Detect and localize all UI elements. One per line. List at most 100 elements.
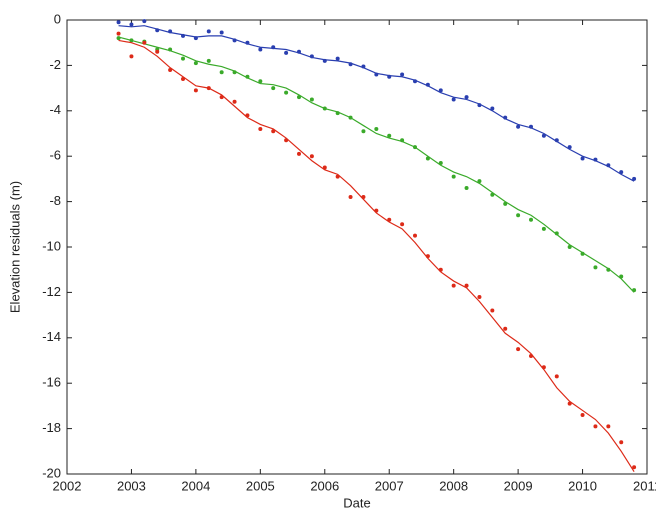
data-point — [181, 77, 185, 82]
x-tick-label: 2005 — [246, 478, 275, 493]
data-point — [554, 231, 559, 236]
data-point — [116, 31, 121, 36]
data-point — [322, 58, 327, 63]
y-tick-label: -10 — [42, 238, 61, 253]
fit-line — [118, 36, 635, 293]
data-point — [232, 99, 237, 104]
data-point — [284, 90, 289, 95]
x-tick-label: 2009 — [504, 478, 533, 493]
data-point — [606, 163, 611, 168]
data-point — [168, 29, 173, 34]
data-point — [297, 95, 301, 100]
y-tick-label: -2 — [49, 57, 61, 72]
data-point — [413, 79, 417, 84]
data-point — [580, 251, 585, 256]
data-point — [451, 283, 456, 288]
data-point — [387, 74, 392, 79]
data-point — [425, 156, 430, 161]
data-point — [348, 115, 353, 120]
data-point — [322, 106, 327, 111]
data-point — [606, 424, 611, 429]
data-point — [129, 54, 134, 59]
data-point — [516, 124, 521, 129]
data-point — [438, 88, 443, 93]
data-point — [206, 29, 211, 34]
x-axis-label: Date — [343, 495, 370, 510]
data-point — [490, 308, 495, 313]
y-tick-label: -14 — [42, 329, 61, 344]
data-point — [516, 347, 521, 352]
fit-line — [118, 25, 635, 182]
data-point — [464, 283, 469, 288]
data-point — [632, 465, 637, 470]
data-point — [284, 50, 289, 55]
data-point — [477, 179, 482, 184]
data-point — [116, 36, 121, 41]
x-tick-label: 2004 — [181, 478, 210, 493]
fit-line — [118, 39, 635, 473]
data-point — [129, 22, 134, 27]
data-point — [541, 133, 546, 138]
y-tick-label: -6 — [49, 148, 61, 163]
y-axis-label: Elevation residuals (m) — [7, 181, 22, 313]
plot-frame — [66, 19, 648, 475]
data-point — [632, 288, 637, 293]
data-point — [348, 195, 353, 200]
data-point — [425, 254, 430, 259]
data-point — [567, 145, 572, 150]
data-point — [297, 151, 301, 156]
x-tick-label: 2008 — [439, 478, 468, 493]
data-point — [438, 267, 443, 272]
data-point — [142, 19, 147, 24]
data-point — [464, 95, 469, 100]
x-tick-label: 2010 — [568, 478, 597, 493]
x-tick-label: 2003 — [117, 478, 146, 493]
data-point — [503, 115, 508, 120]
data-point — [258, 79, 263, 84]
data-point — [168, 47, 173, 52]
data-point — [503, 201, 508, 206]
data-point — [193, 61, 198, 66]
data-point — [477, 294, 482, 299]
data-point — [206, 86, 211, 91]
data-point — [580, 412, 585, 417]
data-point — [361, 64, 366, 69]
data-point — [387, 133, 392, 138]
data-point — [425, 82, 430, 87]
data-point — [142, 40, 147, 45]
data-point — [168, 67, 173, 72]
data-point — [567, 401, 572, 406]
data-point — [309, 154, 314, 159]
y-tick-label: -8 — [49, 193, 61, 208]
data-point — [348, 62, 353, 67]
data-point — [516, 213, 521, 218]
y-tick-label: -4 — [49, 102, 61, 117]
data-point — [181, 33, 185, 38]
data-point — [400, 138, 405, 143]
data-point — [632, 176, 637, 181]
data-point — [619, 274, 624, 279]
x-tick-label: 2011 — [633, 478, 656, 493]
data-point — [245, 40, 250, 45]
data-point — [580, 156, 585, 161]
y-tick-label: -18 — [42, 420, 61, 435]
x-tick-label: 2002 — [53, 478, 82, 493]
data-point — [619, 170, 624, 175]
data-point — [309, 54, 314, 59]
data-point — [554, 374, 559, 379]
data-point — [374, 72, 379, 77]
data-point — [232, 38, 237, 43]
data-point — [219, 70, 224, 75]
y-tick-label: -16 — [42, 375, 61, 390]
data-point — [245, 74, 250, 79]
data-point — [271, 129, 276, 134]
data-point — [387, 217, 392, 222]
data-point — [593, 157, 598, 162]
data-point — [541, 226, 546, 231]
data-point — [529, 124, 533, 129]
x-tick-label: 2007 — [375, 478, 404, 493]
data-point — [374, 126, 379, 131]
data-point — [413, 233, 417, 238]
data-point — [503, 326, 508, 331]
